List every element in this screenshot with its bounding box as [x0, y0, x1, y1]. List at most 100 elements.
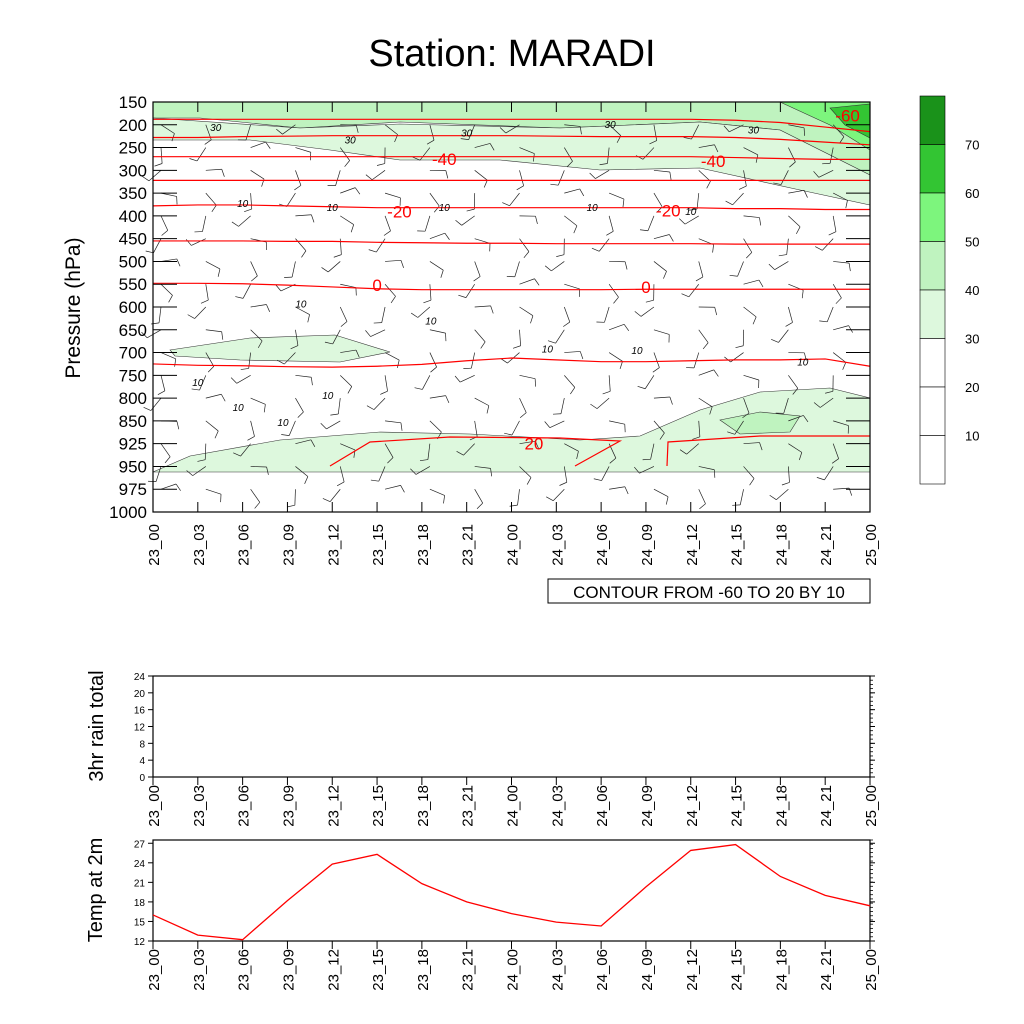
wind-barb: [326, 420, 341, 430]
wind-barb-flag: [576, 451, 579, 460]
time-tick-label: 24_06: [594, 524, 611, 566]
wind-barb: [429, 420, 442, 433]
wind-barb: [155, 466, 162, 482]
wind-barb-flag: [142, 176, 150, 182]
wind-barb: [698, 489, 706, 504]
time-tick-label: 24_18: [773, 524, 790, 566]
wind-barb-flag: [340, 321, 348, 327]
wind-barb-flag: [669, 171, 672, 180]
wind-barb: [820, 397, 834, 408]
wind-barb: [519, 397, 527, 413]
wind-barb: [743, 306, 757, 318]
wind-barb-flag: [330, 413, 339, 416]
wind-barb-flag: [544, 265, 552, 272]
rain-xtick-label: 23_09: [280, 785, 297, 827]
wind-barb: [595, 170, 610, 179]
wind-barb-flag: [310, 439, 316, 447]
colorbar-box: [919, 289, 946, 339]
wind-barb-flag: [445, 395, 450, 404]
colorbar-box: [919, 338, 946, 388]
pressure-tick-label: 925: [119, 435, 147, 454]
wind-barb-flag: [176, 258, 181, 267]
wind-barb-flag: [546, 496, 554, 502]
wind-barb: [429, 488, 445, 496]
wind-barb: [250, 304, 267, 308]
wind-barb: [776, 488, 789, 500]
wind-barb-flag: [831, 458, 839, 464]
wind-barb: [698, 170, 711, 182]
rain-xtick-label: 23_12: [325, 785, 342, 827]
wind-barb: [160, 147, 163, 164]
colorbar-label: 70: [965, 138, 979, 153]
wind-barb-flag: [231, 221, 239, 227]
wind-barb: [384, 485, 401, 490]
wind-barb: [698, 329, 709, 343]
wind-barb-flag: [519, 412, 527, 419]
time-tick-label: 24_03: [549, 524, 566, 566]
rain-ytick-label: 4: [139, 756, 145, 767]
wind-barb: [284, 352, 296, 365]
wind-barb-flag: [803, 415, 809, 423]
wind-barb-flag: [714, 307, 718, 316]
wind-barb: [644, 375, 655, 389]
wind-barb-flag: [706, 181, 711, 189]
wind-barb: [743, 170, 747, 187]
wind-contour-label: 10: [439, 203, 451, 214]
wind-barb-flag: [702, 342, 709, 350]
wind-barb: [160, 483, 177, 490]
wind-barb: [833, 325, 849, 331]
temp-xtick-label: 23_03: [191, 949, 208, 991]
wind-barb-flag: [742, 412, 750, 419]
wind-barb: [601, 466, 610, 481]
wind-barb-flag: [609, 457, 617, 464]
wind-barb: [730, 352, 744, 363]
pressure-tick-label: 450: [119, 230, 147, 249]
wind-barb-flag: [773, 182, 782, 185]
wind-barb: [564, 215, 578, 227]
wind-barb-flag: [333, 254, 342, 258]
wind-barb-flag: [440, 270, 444, 278]
wind-barb-flag: [842, 362, 847, 370]
temp-xtick-label: 23_21: [460, 949, 477, 991]
wind-barb-flag: [816, 477, 825, 481]
wind-barb: [288, 420, 296, 436]
wind-barb-flag: [235, 296, 244, 299]
wind-barb: [429, 261, 444, 271]
wind-barb: [555, 329, 565, 344]
wind-barb: [340, 443, 356, 451]
wind-barb: [474, 305, 491, 308]
wind-barb: [415, 466, 431, 475]
wind-barb-flag: [185, 239, 192, 246]
temp-xtick-label: 23_00: [146, 949, 163, 991]
wind-barb: [647, 215, 655, 231]
wind-barb-flag: [294, 185, 302, 191]
wind-barb-flag: [187, 314, 195, 319]
wind-barb-flag: [400, 260, 404, 269]
wind-barb-flag: [387, 457, 394, 464]
temperature-contour--20: [152, 204, 870, 211]
wind-barb-flag: [563, 321, 570, 327]
wind-barb-flag: [322, 498, 331, 502]
wind-barb-flag: [383, 230, 391, 236]
wind-barb: [608, 352, 623, 362]
contour-label: 0: [372, 276, 381, 295]
wind-barb-flag: [649, 140, 657, 145]
wind-barb: [250, 170, 265, 180]
temp-plot-frame: [152, 839, 871, 942]
wind-barb: [564, 147, 573, 162]
wind-barb-flag: [347, 386, 353, 394]
wind-barb: [650, 443, 655, 460]
wind-barb-flag: [622, 199, 625, 208]
rain-axes: 0 4 8 12 16 20 24 23_00 23_03 23_06 23_09 23_12 23_1…: [134, 672, 880, 827]
wind-barb-flag: [426, 139, 435, 145]
wind-barb: [598, 238, 610, 252]
wind-barb: [371, 170, 386, 181]
pressure-tick-label: 600: [119, 298, 147, 317]
time-tick-label: 23_21: [460, 524, 477, 566]
wind-barb: [429, 395, 446, 399]
wind-barb: [465, 284, 475, 298]
wind-barb-flag: [207, 366, 215, 373]
wind-barb-flag: [550, 183, 559, 186]
wind-barb: [295, 329, 299, 346]
wind-contour-label: 10: [685, 207, 697, 218]
